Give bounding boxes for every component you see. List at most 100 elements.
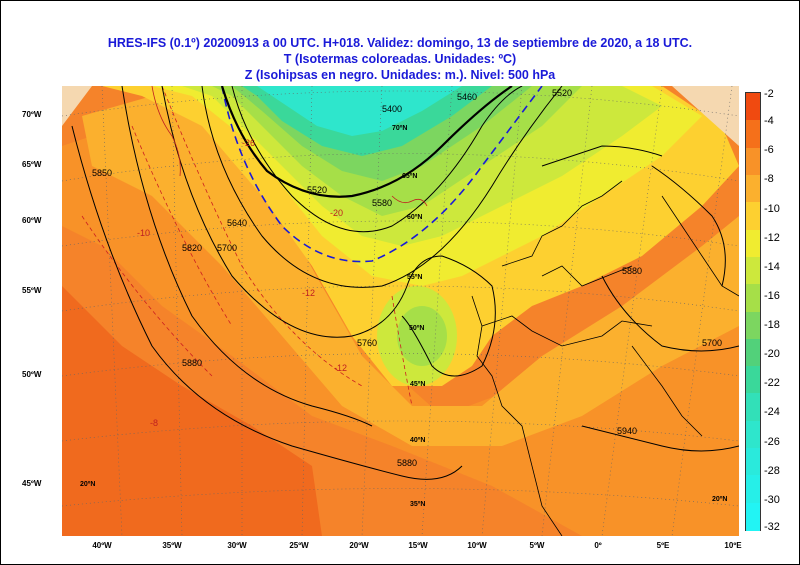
z-label-5580-n: 5520 <box>552 88 572 98</box>
colorbar-segment <box>746 502 760 531</box>
z-label-5580: 5580 <box>372 198 392 208</box>
colorbar-segment <box>746 256 760 285</box>
lat-label-5: 45ºW <box>22 479 42 488</box>
geopotential-contours <box>71 86 739 480</box>
colorbar-segment <box>746 338 760 367</box>
colorbar-label: -18 <box>764 319 780 332</box>
isotherm-blue <box>221 86 543 263</box>
colorbar-label: -14 <box>764 260 780 273</box>
t-label-minus12-b: -12 <box>334 363 347 373</box>
z-label-5850: 5850 <box>92 168 112 178</box>
coast-greenland <box>151 86 428 207</box>
lon-label-3: 25ºW <box>289 541 309 550</box>
inner-grid-labels: 70ºN 65ºN 60ºN 55ºN 50ºN 45ºN 40ºN 35ºN … <box>80 125 727 508</box>
z-label-5880-e: 5880 <box>622 266 642 276</box>
map-corner-ne <box>672 86 739 146</box>
t-label-minus26: -26 <box>242 138 255 148</box>
colorbar-label: -8 <box>764 173 774 186</box>
lat-label-0: 70ºW <box>22 110 42 119</box>
z-label-5820: 5820 <box>182 243 202 253</box>
colorbar-segment <box>746 93 760 121</box>
title-line-2: T (Isotermas coloreadas. Unidades: ºC) <box>283 52 517 66</box>
colorbar-label: -6 <box>764 144 774 157</box>
z-label-5640: 5640 <box>227 218 247 228</box>
coastlines <box>471 180 739 536</box>
t-label-minus10: -10 <box>137 228 150 238</box>
colorbar-label: -22 <box>764 377 780 390</box>
lon-label-6: 10ºW <box>467 541 487 550</box>
lon-label-9: 5ºE <box>656 541 670 550</box>
colorbar-segment <box>746 393 760 422</box>
colorbar-label: -26 <box>764 435 780 448</box>
lon-label-0: 40ºW <box>92 541 112 550</box>
z-label-5520: 5520 <box>307 185 327 195</box>
lat-label-3: 55ºW <box>22 286 42 295</box>
colorbar-label: -16 <box>764 289 780 302</box>
grid-label-55n: 55ºN <box>407 274 422 281</box>
temp-region-warm-sw <box>62 286 322 536</box>
colorbar-segment <box>746 174 760 203</box>
z-label-5400: 5400 <box>382 104 402 114</box>
z-label-5760: 5760 <box>357 338 377 348</box>
colorbar-segment <box>746 366 760 394</box>
grid-label-20n-w: 20ºN <box>80 481 95 488</box>
colorbar-segment <box>746 448 760 476</box>
grid-label-20n-e: 20ºN <box>712 496 727 503</box>
grid-label-60n: 60ºN <box>407 214 422 221</box>
z-label-5880-far: 5700 <box>702 338 722 348</box>
z-label-5880: 5880 <box>182 358 202 368</box>
temperature-labels: -26 -20 -12 -10 -8 -12 <box>137 138 347 428</box>
title-line-3: Z (Isohipsas en negro. Unidades: m.). Ni… <box>244 68 556 82</box>
colorbar-segment <box>746 202 760 231</box>
lon-label-4: 20ºW <box>349 541 369 550</box>
temperature-colorbar <box>745 92 761 531</box>
z-label-5700: 5700 <box>217 243 237 253</box>
colorbar-label: -24 <box>764 406 780 419</box>
colorbar-segment <box>746 420 760 449</box>
map-corner-nw <box>62 86 92 126</box>
lat-label-1: 65ºW <box>22 160 42 169</box>
geopotential-labels: 5400 5460 5520 5580 5640 5700 5760 5820 … <box>92 88 722 468</box>
colorbar-segment <box>746 311 760 340</box>
colorbar-segment <box>746 120 760 149</box>
z-label-5460: 5460 <box>457 92 477 102</box>
colorbar-segment <box>746 147 760 176</box>
temp-region-cutoff-core <box>397 306 447 366</box>
temp-region-yellow-orange <box>82 96 739 446</box>
grid-label-50n: 50ºN <box>409 325 424 332</box>
colorbar-label: -28 <box>764 464 780 477</box>
colorbar-label: -30 <box>764 493 780 506</box>
colorbar-label: -2 <box>764 88 774 100</box>
lat-label-2: 60ºW <box>22 216 42 225</box>
t-label-minus20: -20 <box>330 208 343 218</box>
lon-label-5: 15ºW <box>408 541 428 550</box>
grid-label-65n: 65ºN <box>402 173 417 180</box>
lon-label-2: 30ºW <box>227 541 247 550</box>
grid-label-35n: 35ºN <box>410 501 425 508</box>
isotherms-red <box>81 86 413 407</box>
colorbar-label: -20 <box>764 348 780 361</box>
t-label-minus12: -12 <box>302 288 315 298</box>
t-label-minus8: -8 <box>150 418 158 428</box>
colorbar-segment <box>746 229 760 258</box>
colorbar-label: -10 <box>764 202 780 215</box>
z-label-5880-s: 5880 <box>397 458 417 468</box>
lat-label-4: 50ºW <box>22 370 42 379</box>
geopotential-contour-thick <box>220 86 513 198</box>
colorbar-label: -4 <box>764 115 774 128</box>
colorbar-label: -32 <box>764 521 780 533</box>
title-line-1: HRES-IFS (0.1º) 20200913 a 00 UTC. H+018… <box>107 36 693 50</box>
colorbar-segment <box>746 475 760 504</box>
colorbar-label: -12 <box>764 231 780 244</box>
temp-region-cyan <box>257 86 462 136</box>
lon-label-8: 0º <box>594 541 602 550</box>
lon-label-1: 35ºW <box>162 541 182 550</box>
lon-label-10: 10ºE <box>724 541 742 550</box>
grid-label-40n: 40ºN <box>410 437 425 444</box>
colorbar-segment <box>746 284 760 312</box>
weather-map: 70ºN 65ºN 60ºN 55ºN 50ºN 45ºN 40ºN 35ºN … <box>62 86 739 536</box>
z-label-5940: 5940 <box>617 426 637 436</box>
grid-label-70n: 70ºN <box>392 125 407 132</box>
lon-label-7: 5ºW <box>529 541 545 550</box>
grid-label-45n: 45ºN <box>410 381 425 388</box>
